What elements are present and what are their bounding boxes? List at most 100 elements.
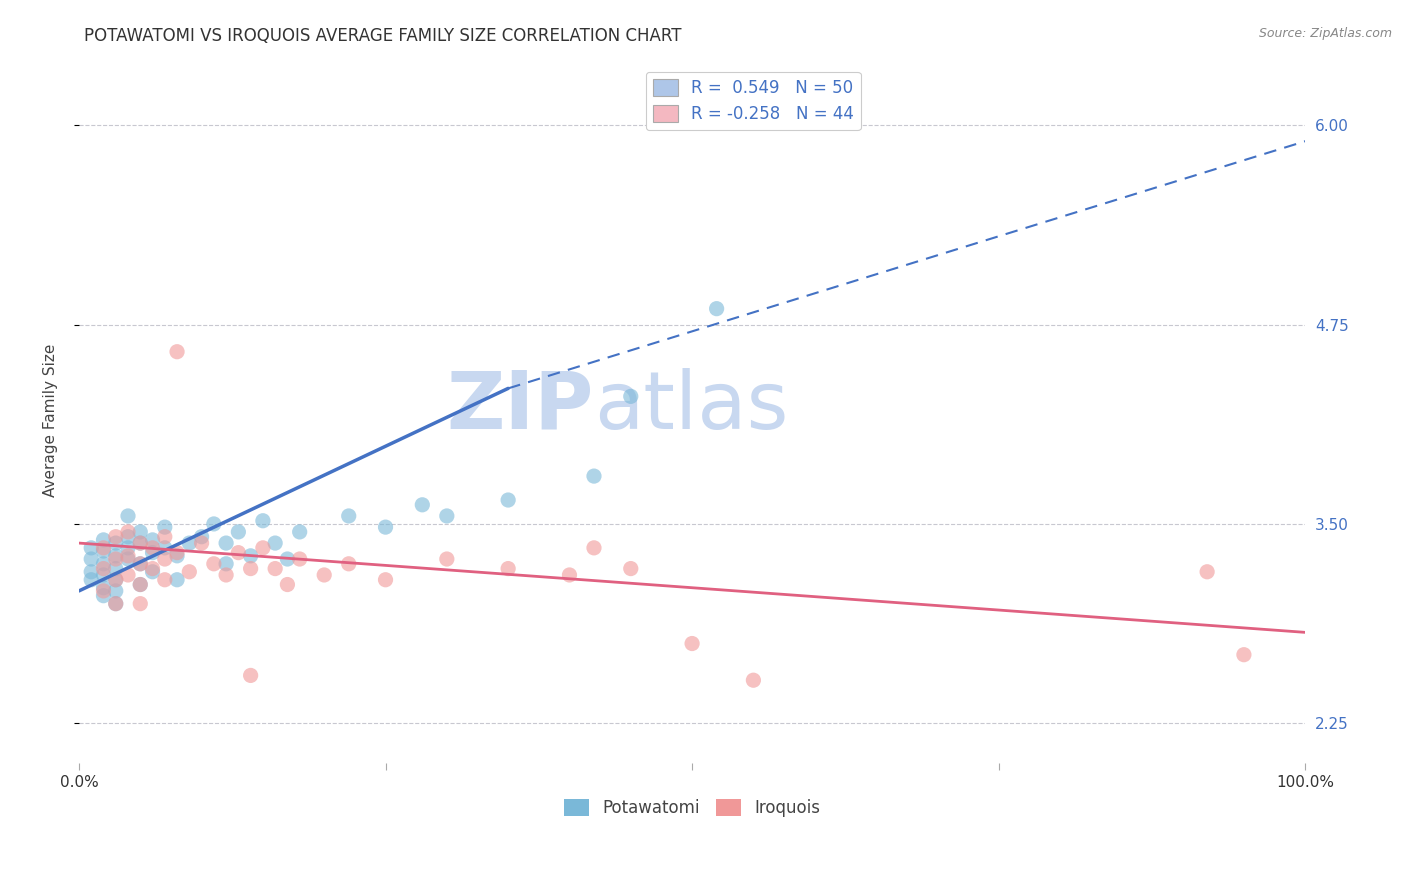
Point [93, 541, 115, 555]
Point [129, 557, 152, 571]
Point [1233, 648, 1256, 662]
Point [93, 589, 115, 603]
Point [202, 516, 225, 531]
Point [129, 597, 152, 611]
Point [80, 565, 103, 579]
Point [117, 524, 139, 539]
Point [706, 301, 728, 316]
Point [190, 536, 212, 550]
Point [239, 549, 262, 563]
Point [129, 536, 152, 550]
Point [742, 673, 765, 688]
Point [141, 541, 163, 555]
Point [496, 561, 519, 575]
Point [239, 668, 262, 682]
Point [681, 636, 703, 650]
Point [215, 568, 238, 582]
Point [215, 536, 238, 550]
Point [104, 552, 127, 566]
Point [117, 552, 139, 566]
Point [93, 544, 115, 558]
Point [239, 561, 262, 575]
Point [166, 573, 188, 587]
Point [288, 524, 311, 539]
Point [620, 561, 643, 575]
Point [228, 546, 250, 560]
Point [93, 561, 115, 575]
Point [288, 552, 311, 566]
Point [1197, 565, 1219, 579]
Point [436, 552, 458, 566]
Point [104, 573, 127, 587]
Point [129, 577, 152, 591]
Y-axis label: Average Family Size: Average Family Size [44, 343, 58, 497]
Point [374, 573, 396, 587]
Point [166, 546, 188, 560]
Legend: Potawatomi, Iroquois: Potawatomi, Iroquois [557, 792, 827, 823]
Point [190, 530, 212, 544]
Point [166, 344, 188, 359]
Point [215, 557, 238, 571]
Point [117, 508, 139, 523]
Point [582, 541, 605, 555]
Text: atlas: atlas [593, 368, 789, 446]
Point [153, 520, 176, 534]
Point [166, 549, 188, 563]
Point [153, 541, 176, 555]
Point [179, 536, 201, 550]
Point [374, 520, 396, 534]
Point [252, 541, 274, 555]
Point [620, 389, 643, 403]
Text: Source: ZipAtlas.com: Source: ZipAtlas.com [1258, 27, 1392, 40]
Point [179, 565, 201, 579]
Point [337, 557, 360, 571]
Point [141, 565, 163, 579]
Point [153, 573, 176, 587]
Point [129, 577, 152, 591]
Point [582, 469, 605, 483]
Point [104, 583, 127, 598]
Point [129, 536, 152, 550]
Point [93, 533, 115, 547]
Point [117, 568, 139, 582]
Point [104, 549, 127, 563]
Point [228, 524, 250, 539]
Point [93, 581, 115, 595]
Point [141, 561, 163, 575]
Point [314, 568, 336, 582]
Point [93, 583, 115, 598]
Point [104, 597, 127, 611]
Point [104, 573, 127, 587]
Point [202, 557, 225, 571]
Point [104, 597, 127, 611]
Point [93, 568, 115, 582]
Point [80, 573, 103, 587]
Point [276, 577, 298, 591]
Point [153, 552, 176, 566]
Point [264, 536, 287, 550]
Point [80, 541, 103, 555]
Point [117, 541, 139, 555]
Point [104, 530, 127, 544]
Point [104, 561, 127, 575]
Point [558, 568, 581, 582]
Point [104, 536, 127, 550]
Point [276, 552, 298, 566]
Point [153, 530, 176, 544]
Point [117, 549, 139, 563]
Point [80, 552, 103, 566]
Point [337, 508, 360, 523]
Point [264, 561, 287, 575]
Point [117, 530, 139, 544]
Point [436, 508, 458, 523]
Point [141, 533, 163, 547]
Point [129, 524, 152, 539]
Point [141, 546, 163, 560]
Point [496, 493, 519, 508]
Text: POTAWATOMI VS IROQUOIS AVERAGE FAMILY SIZE CORRELATION CHART: POTAWATOMI VS IROQUOIS AVERAGE FAMILY SI… [84, 27, 682, 45]
Point [93, 557, 115, 571]
Point [252, 514, 274, 528]
Text: ZIP: ZIP [447, 368, 593, 446]
Point [129, 557, 152, 571]
Point [411, 498, 433, 512]
